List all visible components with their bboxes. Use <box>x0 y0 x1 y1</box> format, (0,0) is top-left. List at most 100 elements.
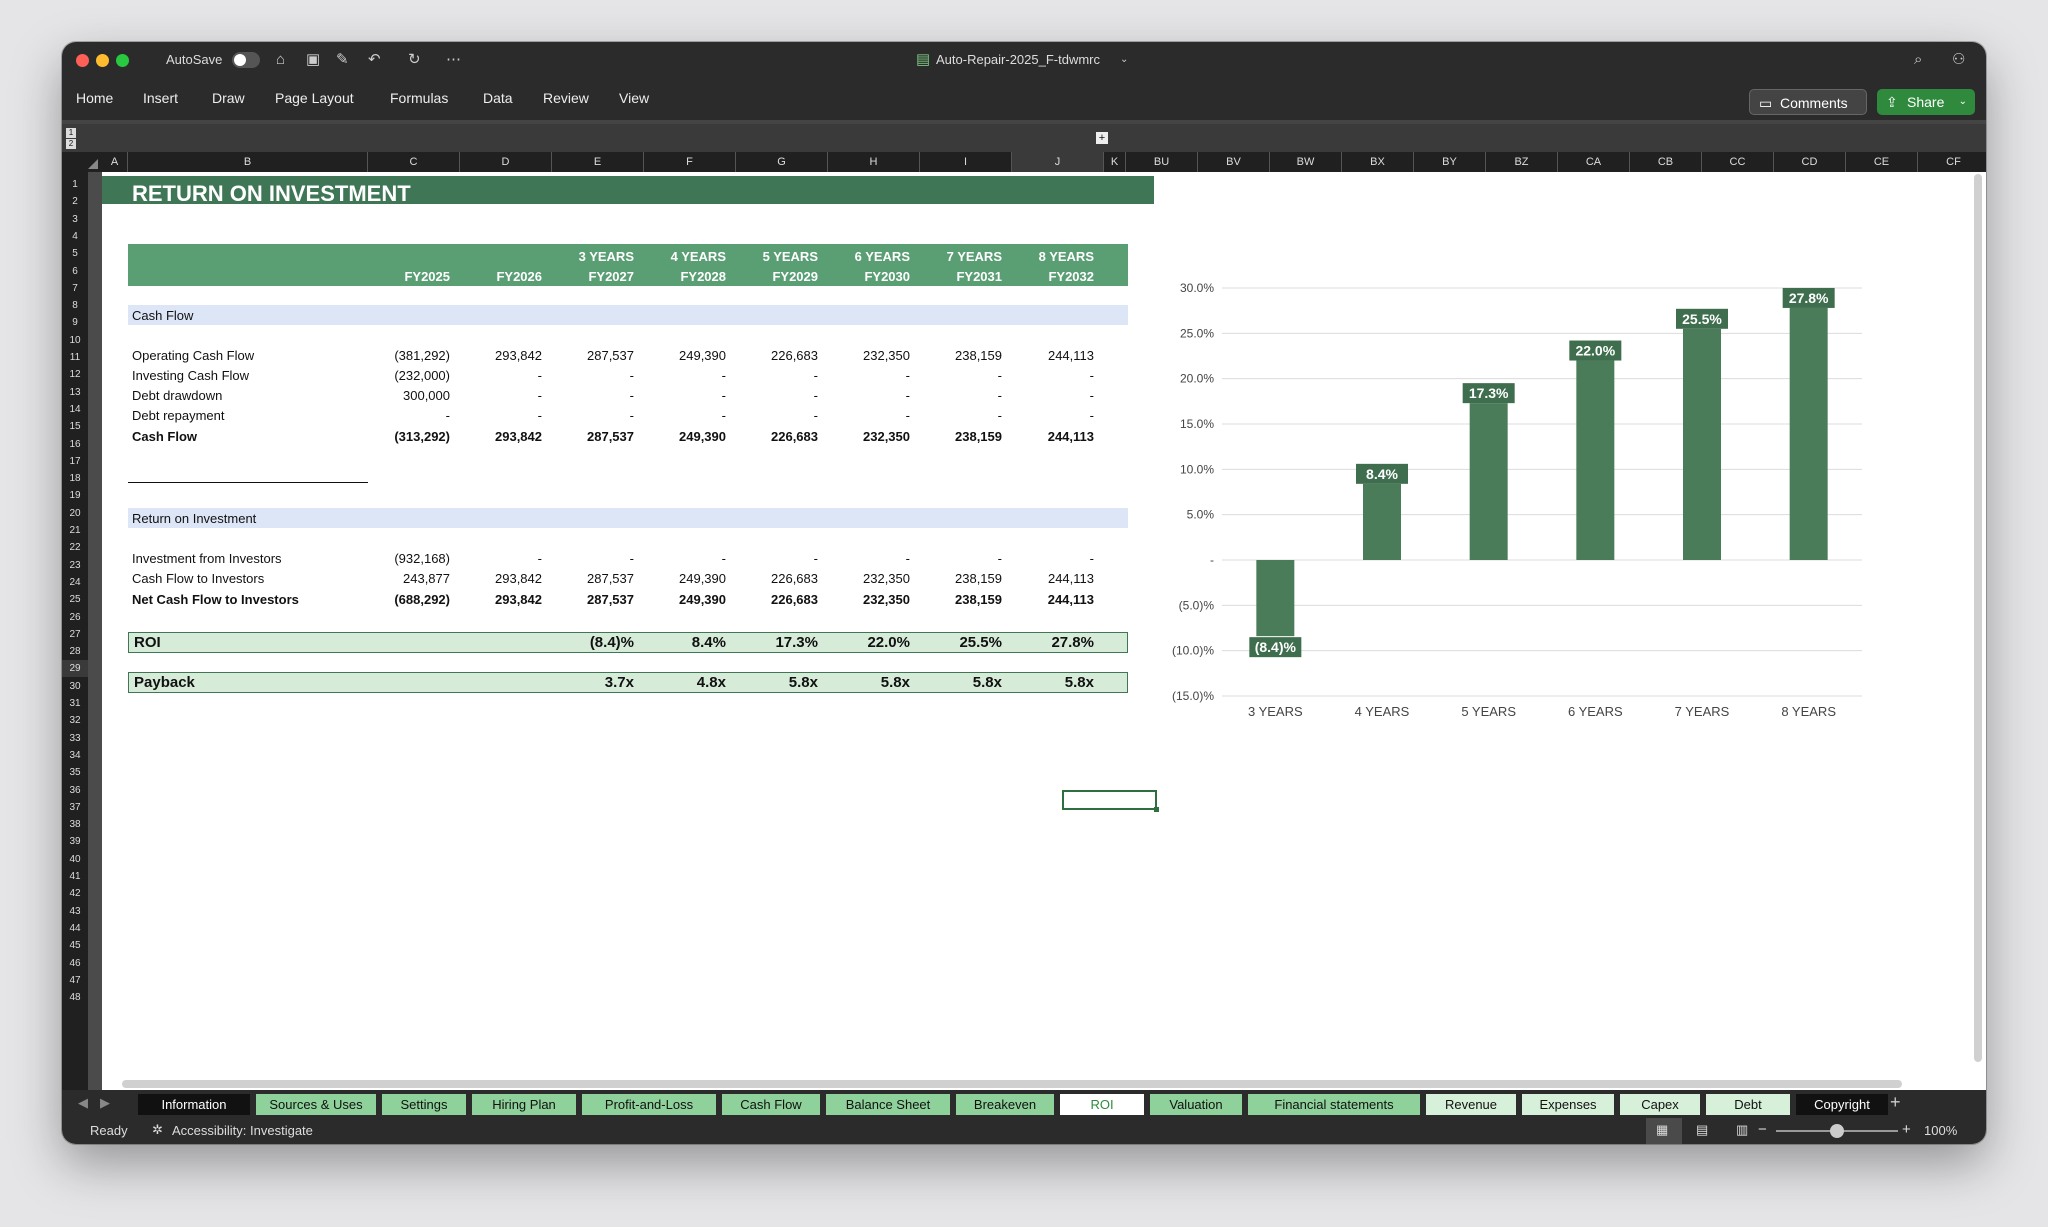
table-cell[interactable]: 232,350 <box>863 571 910 586</box>
sheet-tab-information[interactable]: Information <box>138 1094 250 1115</box>
redo-icon[interactable]: ↻ <box>408 51 421 68</box>
table-cell[interactable]: 244,113 <box>1047 348 1094 363</box>
zoom-out-icon[interactable]: − <box>1758 1121 1767 1138</box>
table-cell[interactable]: 244,113 <box>1047 571 1094 586</box>
column-header-b[interactable]: B <box>128 152 368 172</box>
save-icon[interactable]: ▣ <box>306 51 321 68</box>
normal-view-button[interactable] <box>1646 1118 1682 1144</box>
account-icon[interactable]: ⚇ <box>1952 51 1966 68</box>
row-header-45[interactable]: 45 <box>69 940 81 952</box>
table-cell[interactable]: 244,113 <box>1047 592 1094 607</box>
column-header-c[interactable]: C <box>368 152 460 172</box>
column-header-ce[interactable]: CE <box>1846 152 1918 172</box>
table-cell[interactable]: (313,292) <box>394 429 450 444</box>
column-header-i[interactable]: I <box>920 152 1012 172</box>
sheet-tab-cash-flow[interactable]: Cash Flow <box>722 1094 820 1115</box>
table-cell[interactable]: - <box>629 368 634 383</box>
sheet-tab-expenses[interactable]: Expenses <box>1522 1094 1614 1115</box>
home-icon[interactable]: ⌂ <box>276 51 286 68</box>
payback-value[interactable]: 4.8x <box>696 674 726 691</box>
table-cell[interactable]: 287,537 <box>587 348 634 363</box>
table-cell[interactable]: 249,390 <box>679 429 726 444</box>
zoom-slider-thumb[interactable] <box>1830 1124 1844 1138</box>
table-cell[interactable]: 226,683 <box>771 348 818 363</box>
row-header-1[interactable]: 1 <box>72 179 78 190</box>
row-header-21[interactable]: 21 <box>69 525 81 536</box>
bar-3[interactable] <box>1576 360 1615 560</box>
row-header-44[interactable]: 44 <box>69 922 81 934</box>
table-cell[interactable]: - <box>629 388 634 403</box>
table-cell[interactable]: - <box>537 551 542 566</box>
roi-value[interactable]: (8.4)% <box>589 634 634 651</box>
column-header-bw[interactable]: BW <box>1270 152 1342 172</box>
close-window-button[interactable] <box>76 54 89 67</box>
table-cell[interactable]: 243,877 <box>403 571 450 586</box>
column-header-d[interactable]: D <box>460 152 552 172</box>
table-cell[interactable]: 293,842 <box>495 571 542 586</box>
table-cell[interactable]: 244,113 <box>1047 429 1094 444</box>
column-header-k[interactable]: K <box>1104 152 1126 172</box>
table-cell[interactable]: - <box>905 388 910 403</box>
undo-icon[interactable]: ↶ <box>368 51 381 68</box>
sheet-tab-financial-statements[interactable]: Financial statements <box>1248 1094 1420 1115</box>
row-header-46[interactable]: 46 <box>69 957 81 969</box>
table-cell[interactable]: 287,537 <box>587 429 634 444</box>
sheet-tab-debt[interactable]: Debt <box>1706 1094 1790 1115</box>
table-cell[interactable]: - <box>997 408 1002 423</box>
table-cell[interactable]: 226,683 <box>771 592 818 607</box>
row-header-36[interactable]: 36 <box>69 784 81 796</box>
row-header-5[interactable]: 5 <box>72 248 78 260</box>
row-header-47[interactable]: 47 <box>69 974 81 986</box>
row-header-2[interactable]: 2 <box>72 196 78 208</box>
selected-cell-J29[interactable] <box>1062 790 1159 812</box>
column-header-e[interactable]: E <box>552 152 644 172</box>
table-cell[interactable]: - <box>537 408 542 423</box>
table-cell[interactable]: 287,537 <box>587 592 634 607</box>
column-header-a[interactable]: A <box>102 152 128 172</box>
table-cell[interactable]: 226,683 <box>771 429 818 444</box>
sheet-tab-capex[interactable]: Capex <box>1620 1094 1700 1115</box>
tab-view[interactable]: View <box>619 90 650 106</box>
roi-value[interactable]: 25.5% <box>959 634 1002 651</box>
select-all-button[interactable] <box>62 152 102 172</box>
sheet-tab-copyright[interactable]: Copyright <box>1796 1094 1888 1115</box>
row-header-32[interactable]: 32 <box>69 715 81 727</box>
table-cell[interactable]: (232,000) <box>394 368 450 383</box>
table-cell[interactable]: - <box>721 408 726 423</box>
table-cell[interactable]: 232,350 <box>863 429 910 444</box>
tab-draw[interactable]: Draw <box>212 90 245 106</box>
table-cell[interactable]: - <box>1089 368 1094 383</box>
page-layout-view-icon[interactable]: ▤ <box>1696 1122 1709 1137</box>
tab-review[interactable]: Review <box>543 90 589 106</box>
sheet-tab-sources-uses[interactable]: Sources & Uses <box>256 1094 376 1115</box>
row-header-31[interactable]: 31 <box>69 698 81 709</box>
column-header-bu[interactable]: BU <box>1126 152 1198 172</box>
table-cell[interactable]: 238,159 <box>955 429 1002 444</box>
row-header-6[interactable]: 6 <box>72 265 78 277</box>
zoom-level[interactable]: 100% <box>1924 1123 1958 1138</box>
table-cell[interactable]: - <box>445 408 450 423</box>
row-header-27[interactable]: 27 <box>69 628 81 640</box>
row-header-35[interactable]: 35 <box>69 767 81 779</box>
roi-value[interactable]: 17.3% <box>775 634 818 651</box>
table-cell[interactable]: - <box>537 368 542 383</box>
row-header-4[interactable]: 4 <box>72 230 78 242</box>
row-header-19[interactable]: 19 <box>69 490 81 502</box>
table-cell[interactable]: (381,292) <box>394 348 450 363</box>
table-cell[interactable]: - <box>1089 551 1094 566</box>
sheet-tab-profit-and-loss[interactable]: Profit-and-Loss <box>582 1094 716 1115</box>
payback-value[interactable]: 5.8x <box>880 674 910 691</box>
row-header-38[interactable]: 38 <box>69 819 81 831</box>
sheet-tab-balance-sheet[interactable]: Balance Sheet <box>826 1094 950 1115</box>
table-cell[interactable]: 232,350 <box>863 592 910 607</box>
table-cell[interactable]: 293,842 <box>495 348 542 363</box>
payback-value[interactable]: 5.8x <box>788 674 818 691</box>
vertical-scrollbar[interactable] <box>1974 174 1982 1062</box>
column-header-cf[interactable]: CF <box>1918 152 1986 172</box>
accessibility-status[interactable]: Accessibility: Investigate <box>172 1123 313 1138</box>
row-header-10[interactable]: 10 <box>69 334 81 346</box>
table-cell[interactable]: 293,842 <box>495 429 542 444</box>
column-header-ca[interactable]: CA <box>1558 152 1630 172</box>
payback-value[interactable]: 5.8x <box>1064 674 1094 691</box>
minimize-window-button[interactable] <box>96 54 109 67</box>
